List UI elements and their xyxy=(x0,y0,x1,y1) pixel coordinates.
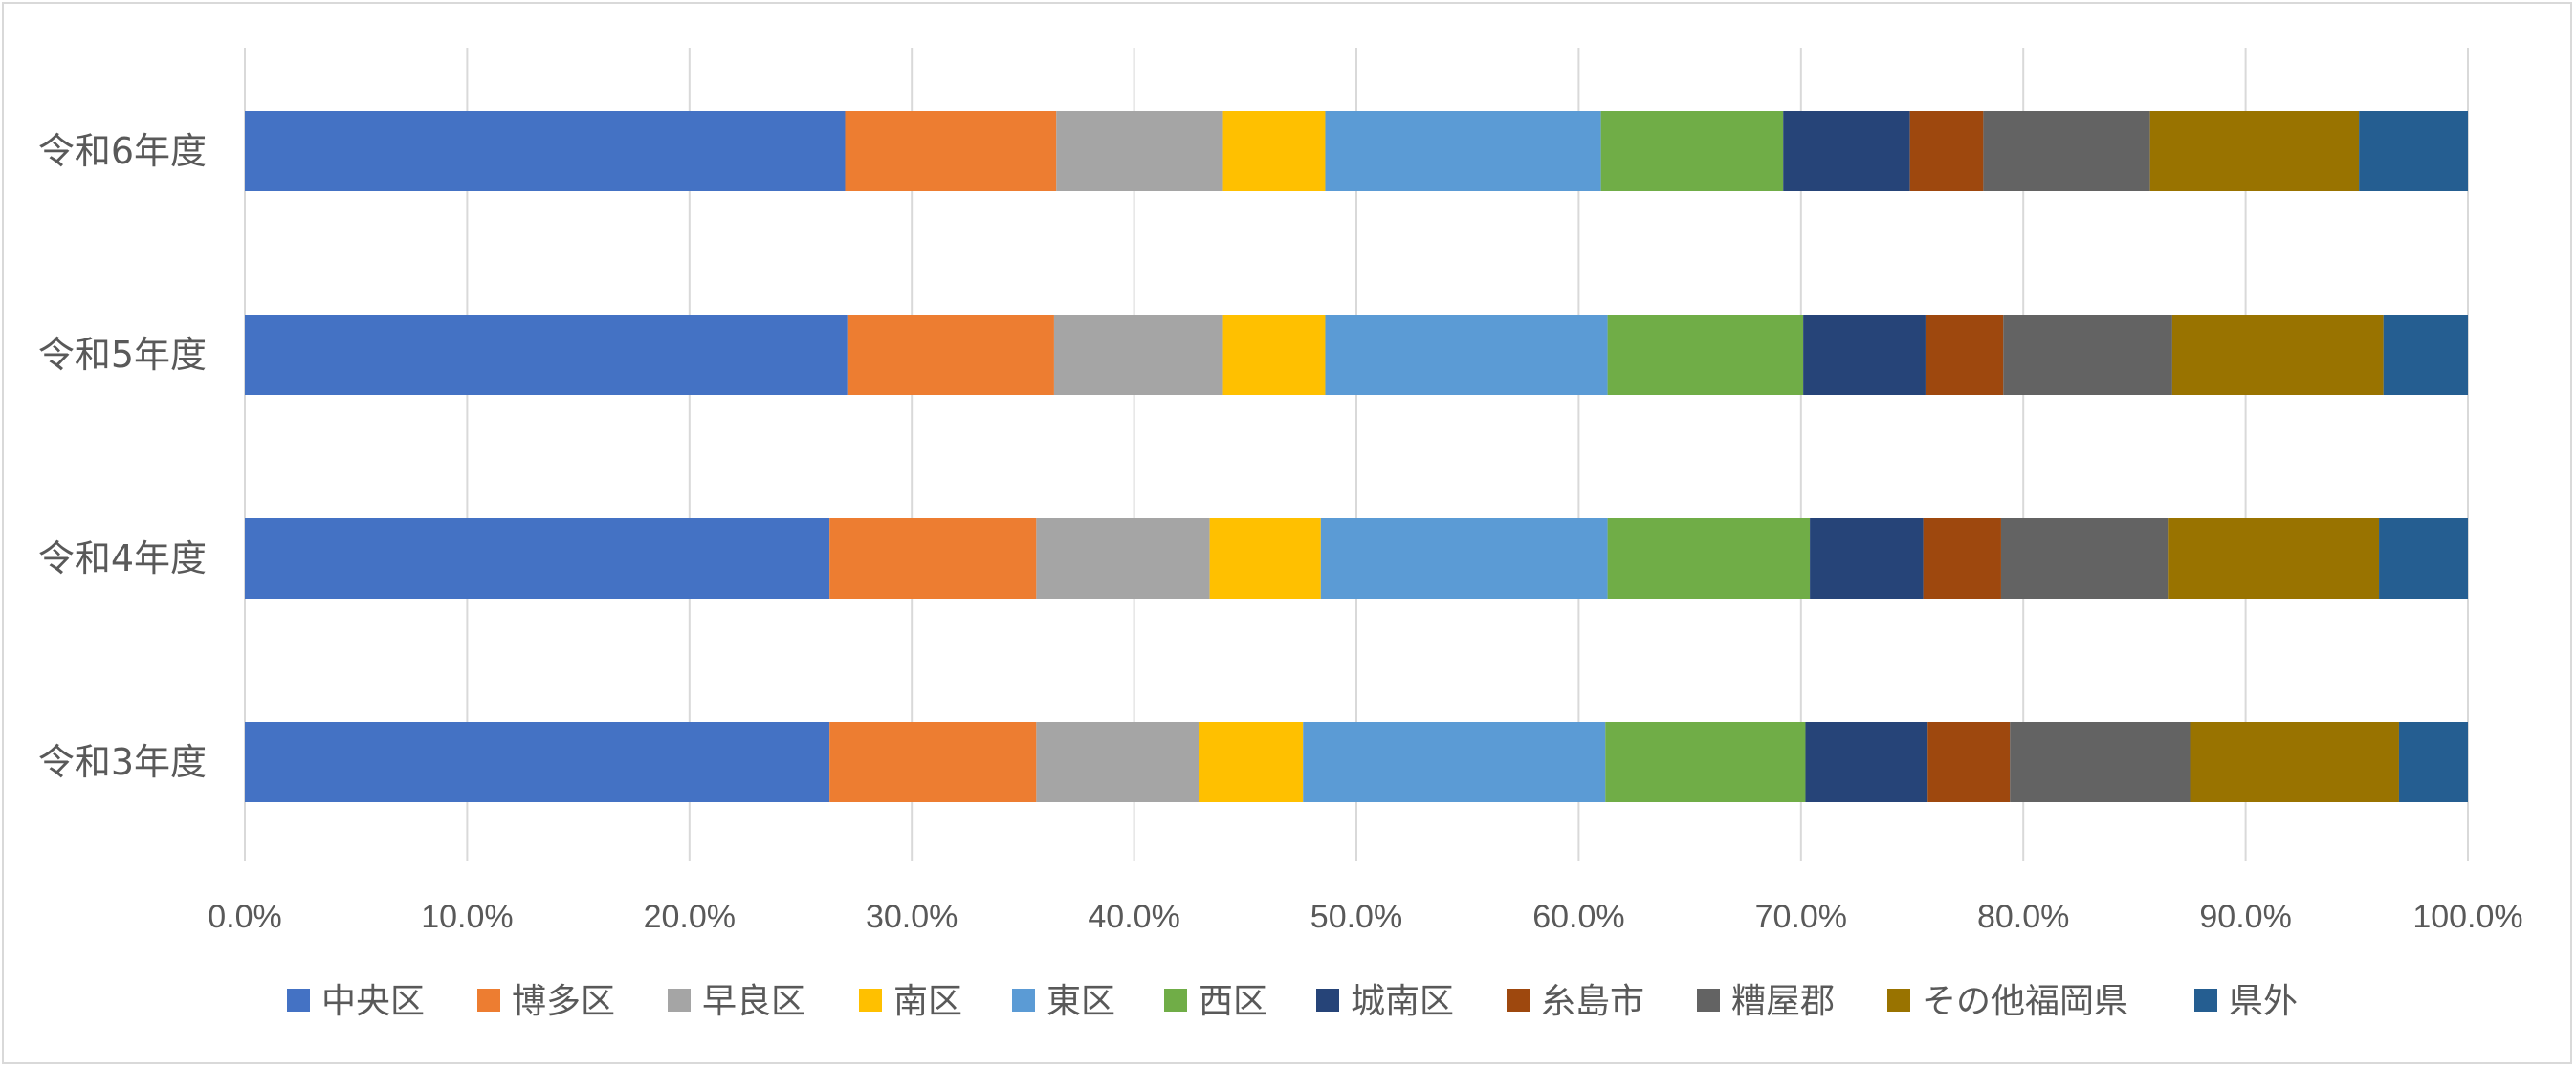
bar-segment-0-6 xyxy=(1783,111,1910,191)
bar-segment-2-1 xyxy=(829,518,1037,599)
bar-segment-1-3 xyxy=(1222,315,1326,395)
x-tick-label: 70.0% xyxy=(1755,899,1847,935)
bar-segment-1-9 xyxy=(2171,315,2384,395)
legend-swatch xyxy=(859,989,882,1012)
legend-label: 早良区 xyxy=(702,982,805,1021)
legend-swatch xyxy=(2194,989,2217,1012)
bar-segment-3-4 xyxy=(1303,722,1606,802)
x-tick-label: 100.0% xyxy=(2412,899,2522,935)
bar-segment-1-4 xyxy=(1325,315,1608,395)
x-tick-label: 20.0% xyxy=(644,899,736,935)
legend: 中央区 博多区 早良区 南区 東区 西区 城南区 糸島市 糟屋郡 その他福岡県 県外 xyxy=(287,982,2298,1021)
legend-swatch xyxy=(1507,989,1530,1012)
bar-segment-0-3 xyxy=(1222,111,1326,191)
bar-segment-2-2 xyxy=(1036,518,1210,599)
bar-segment-0-8 xyxy=(1983,111,2150,191)
bar-segment-1-8 xyxy=(2003,315,2172,395)
legend-label: 中央区 xyxy=(321,982,425,1021)
bar-segment-0-7 xyxy=(1909,111,1984,191)
bar-segment-0-0 xyxy=(245,111,846,191)
bar-segment-2-9 xyxy=(2168,518,2380,599)
bar-segment-1-2 xyxy=(1053,315,1223,395)
legend-label: 城南区 xyxy=(1351,982,1454,1021)
legend-swatch xyxy=(1012,989,1035,1012)
bar-segment-2-5 xyxy=(1607,518,1811,599)
bar-segment-3-5 xyxy=(1605,722,1806,802)
legend-label: 東区 xyxy=(1046,982,1115,1021)
legend-swatch xyxy=(477,989,500,1012)
legend-swatch xyxy=(287,989,310,1012)
x-tick-label: 30.0% xyxy=(866,899,958,935)
category-label: 令和5年度 xyxy=(38,334,207,376)
bar-segment-2-3 xyxy=(1209,518,1321,599)
legend-label: 南区 xyxy=(893,982,962,1021)
bar-segments xyxy=(245,111,2468,802)
bar-segment-3-1 xyxy=(829,722,1037,802)
category-label: 令和6年度 xyxy=(38,130,207,172)
legend-swatch xyxy=(668,989,691,1012)
bar-segment-0-10 xyxy=(2359,111,2468,191)
bar-segment-1-7 xyxy=(1925,315,2004,395)
bar-segment-3-7 xyxy=(1927,722,2011,802)
bar-segment-2-10 xyxy=(2379,518,2468,599)
x-tick-label: 90.0% xyxy=(2199,899,2291,935)
bar-segment-1-0 xyxy=(245,315,848,395)
x-tick-label: 40.0% xyxy=(1088,899,1179,935)
bar-segment-3-10 xyxy=(2398,722,2468,802)
value-axis: 0.0% 10.0% 20.0% 30.0% 40.0% 50.0% 60.0% 70.0% 8… xyxy=(208,899,2522,935)
bar-segment-1-1 xyxy=(847,315,1054,395)
bar-segment-3-3 xyxy=(1198,722,1304,802)
bar-segment-3-6 xyxy=(1805,722,1928,802)
bar-segment-1-10 xyxy=(2383,315,2468,395)
bar-segment-3-2 xyxy=(1036,722,1199,802)
legend-swatch xyxy=(1164,989,1187,1012)
legend-label: 県外 xyxy=(2229,982,2298,1021)
legend-label: 糟屋郡 xyxy=(1731,982,1835,1021)
bar-segment-2-0 xyxy=(245,518,830,599)
bar-segment-0-4 xyxy=(1325,111,1601,191)
bar-segment-2-8 xyxy=(2000,518,2169,599)
bar-segment-3-9 xyxy=(2190,722,2399,802)
x-tick-label: 10.0% xyxy=(421,899,513,935)
legend-swatch xyxy=(1887,989,1910,1012)
bar-segment-0-5 xyxy=(1600,111,1784,191)
bar-segment-0-2 xyxy=(1056,111,1223,191)
legend-swatch xyxy=(1697,989,1720,1012)
legend-swatch xyxy=(1316,989,1339,1012)
bar-segment-3-0 xyxy=(245,722,830,802)
x-tick-label: 60.0% xyxy=(1532,899,1624,935)
bar-segment-2-7 xyxy=(1923,518,2001,599)
legend-label: その他福岡県 xyxy=(1922,982,2128,1021)
category-label: 令和3年度 xyxy=(38,741,207,783)
bar-segment-0-9 xyxy=(2149,111,2360,191)
legend-label: 博多区 xyxy=(512,982,615,1021)
legend-label: 西区 xyxy=(1199,982,1267,1021)
bar-segment-0-1 xyxy=(845,111,1057,191)
category-label: 令和4年度 xyxy=(38,537,207,579)
x-tick-label: 80.0% xyxy=(1977,899,2069,935)
x-tick-label: 50.0% xyxy=(1310,899,1402,935)
x-tick-label: 0.0% xyxy=(208,899,282,935)
bar-segment-2-4 xyxy=(1320,518,1608,599)
bar-segment-1-6 xyxy=(1803,315,1926,395)
bar-segment-3-8 xyxy=(2010,722,2191,802)
bar-segment-2-6 xyxy=(1810,518,1924,599)
bar-segment-1-5 xyxy=(1607,315,1804,395)
legend-label: 糸島市 xyxy=(1541,982,1644,1021)
